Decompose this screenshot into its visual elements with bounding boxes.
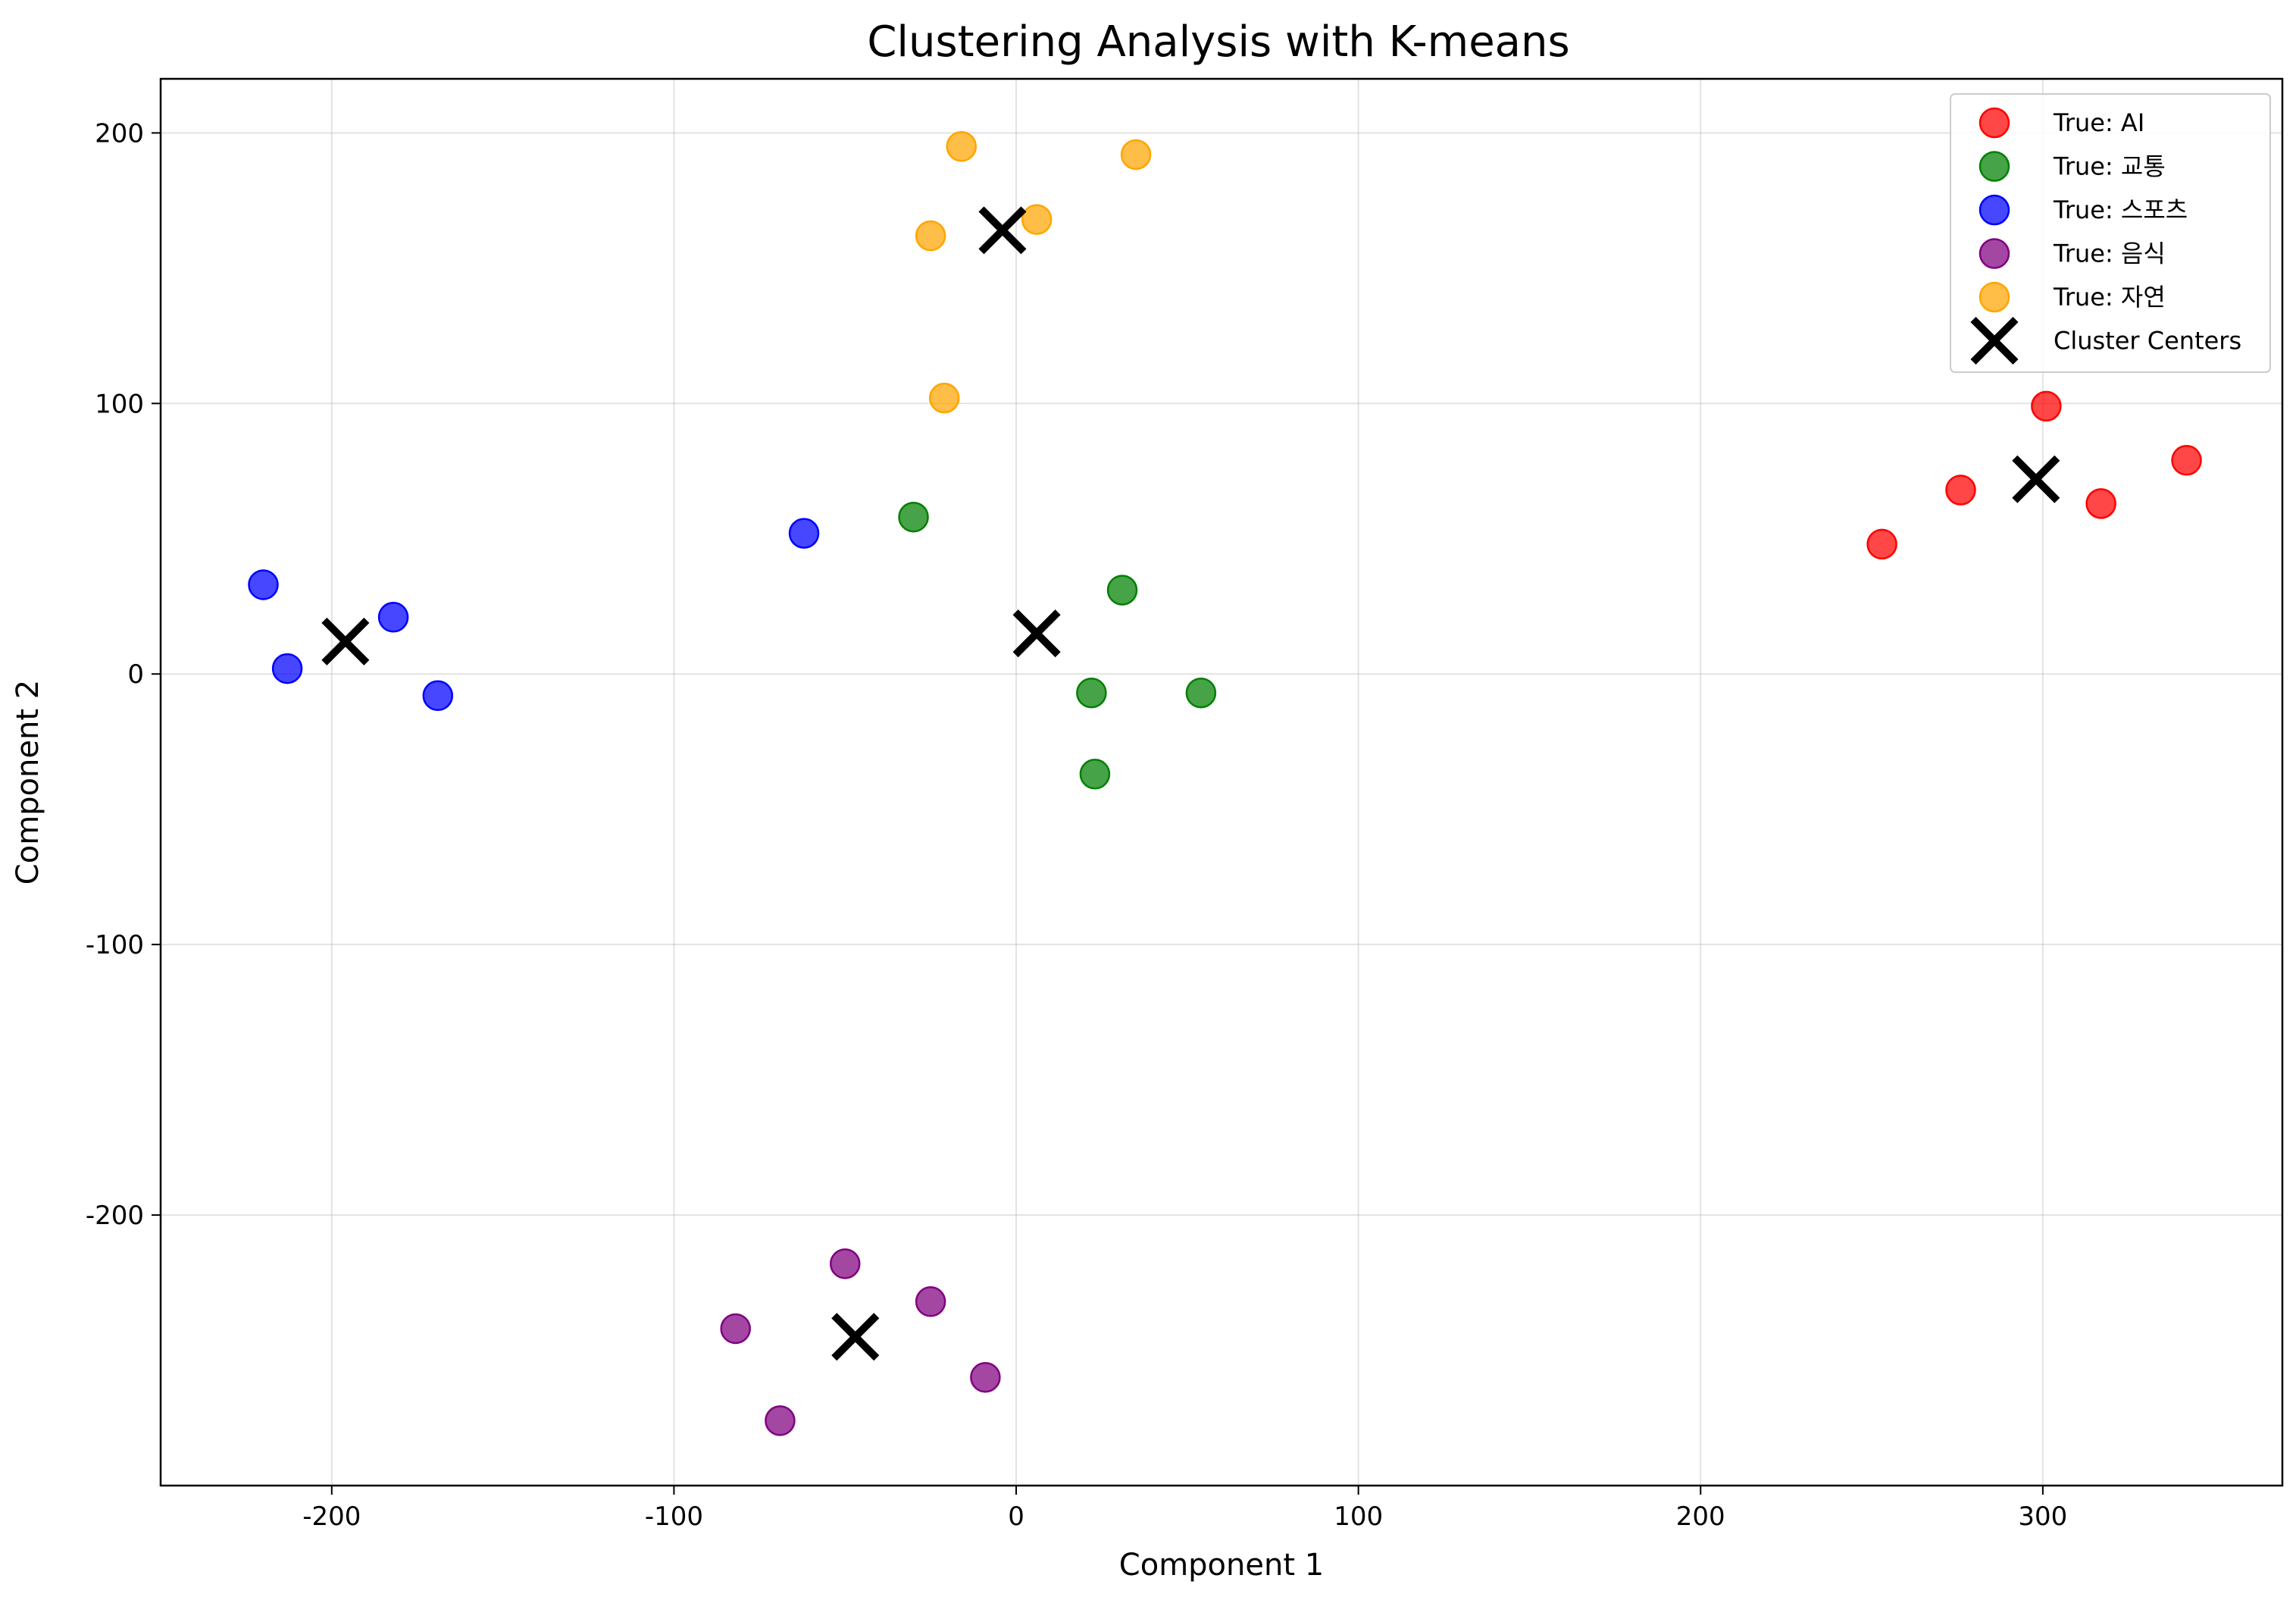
series-4 xyxy=(915,130,1152,414)
legend-marker xyxy=(1979,107,2010,139)
x-tick-label: -100 xyxy=(645,1501,703,1532)
legend-label: True: AI xyxy=(2053,108,2144,137)
data-point xyxy=(946,130,978,162)
legend: True: AI True: 교통 True: 스포츠 True: 음식 True: 자… xyxy=(1950,93,2271,373)
data-point xyxy=(2171,445,2202,476)
grid xyxy=(161,79,2282,1486)
data-point xyxy=(720,1313,751,1345)
legend-marker-x xyxy=(1970,316,2019,365)
cluster-center-marker xyxy=(321,617,370,665)
data-point xyxy=(271,653,303,684)
y-tick-label: -200 xyxy=(86,1201,144,1231)
cluster-center-marker xyxy=(1012,609,1061,658)
x-tick-label: 100 xyxy=(1334,1501,1383,1532)
data-point xyxy=(1021,204,1053,235)
data-points xyxy=(248,130,2202,1436)
series-0 xyxy=(1866,390,2202,560)
cluster-center-marker xyxy=(831,1313,880,1361)
chart-title: Clustering Analysis with K-means xyxy=(867,17,1569,67)
series-3 xyxy=(720,1248,1001,1436)
plot-area-frame xyxy=(159,77,2284,1487)
data-point xyxy=(2085,488,2116,519)
data-point xyxy=(1079,759,1111,790)
y-tick-label: 100 xyxy=(95,389,144,419)
legend-marker xyxy=(1979,238,2010,269)
data-point xyxy=(915,1286,946,1317)
x-tick-label: -200 xyxy=(302,1501,361,1532)
legend-label: True: 음식 xyxy=(2053,240,2166,268)
x-tick-label: 0 xyxy=(1008,1501,1024,1532)
data-point xyxy=(765,1405,796,1436)
cluster-center-marker xyxy=(2012,455,2060,503)
y-tick-label: 0 xyxy=(127,659,144,690)
data-point xyxy=(928,382,960,414)
x-tick-label: 200 xyxy=(1676,1501,1725,1532)
data-point xyxy=(1120,139,1152,171)
data-point xyxy=(248,569,279,600)
data-point xyxy=(898,501,929,533)
legend-label: True: 교통 xyxy=(2053,152,2166,181)
y-tick-label: 200 xyxy=(95,118,144,149)
data-point xyxy=(970,1361,1001,1393)
series-5 xyxy=(321,206,2060,1361)
data-point xyxy=(788,518,820,549)
data-point xyxy=(422,680,454,712)
data-point xyxy=(915,220,946,252)
legend-label: Cluster Centers xyxy=(2054,327,2241,355)
series-2 xyxy=(248,518,820,712)
cluster-center-marker xyxy=(978,206,1027,255)
x-tick-label: 300 xyxy=(2018,1501,2067,1532)
data-point xyxy=(829,1248,861,1279)
data-point xyxy=(2031,390,2062,422)
x-axis-label: Component 1 xyxy=(1119,1548,1324,1583)
data-point xyxy=(1106,575,1138,606)
legend-box xyxy=(1950,93,2271,373)
legend-label: True: 자연 xyxy=(2053,283,2166,312)
data-point xyxy=(377,602,409,633)
legend-marker xyxy=(1979,194,2010,226)
axis-ticks: -200 -100 0 100 200 300 -200 -100 0 100 200 xyxy=(86,118,2067,1532)
legend-marker xyxy=(1979,151,2010,182)
legend-label: True: 스포츠 xyxy=(2053,196,2188,224)
legend-marker xyxy=(1979,281,2010,313)
data-point xyxy=(1866,528,1897,560)
y-tick-label: -100 xyxy=(86,930,144,960)
series-1 xyxy=(898,501,1217,790)
data-point xyxy=(1945,474,1976,506)
data-point xyxy=(1185,677,1217,709)
data-point xyxy=(1076,677,1107,709)
y-axis-label: Component 2 xyxy=(11,680,45,885)
